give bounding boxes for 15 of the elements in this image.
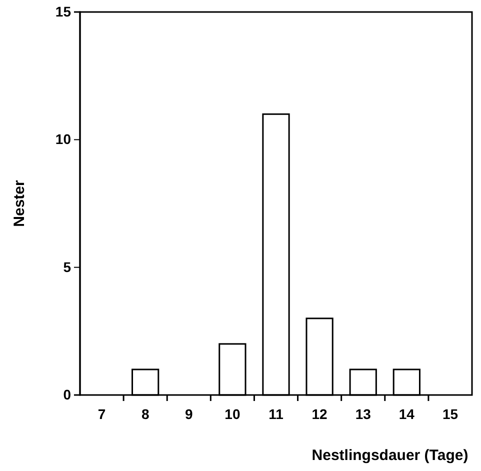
x-axis-title: Nestlingsdauer (Tage) <box>312 447 468 464</box>
x-tick-label: 12 <box>312 406 328 422</box>
y-tick-label: 10 <box>55 131 72 148</box>
x-tick-label: 13 <box>355 406 372 422</box>
x-tick-label: 15 <box>442 406 458 422</box>
x-tick-label: 7 <box>98 406 106 422</box>
x-tick-label: 11 <box>268 406 284 422</box>
y-tick-label: 15 <box>55 3 72 20</box>
y-axis-title: Nester <box>11 180 28 227</box>
x-tick-label: 14 <box>398 406 415 422</box>
x-tick-label: 8 <box>141 406 150 422</box>
x-tick-label: 10 <box>224 406 240 422</box>
x-tick-label: 9 <box>184 406 193 422</box>
y-tick-label: 5 <box>63 258 72 275</box>
y-tick-label: 0 <box>63 386 72 402</box>
